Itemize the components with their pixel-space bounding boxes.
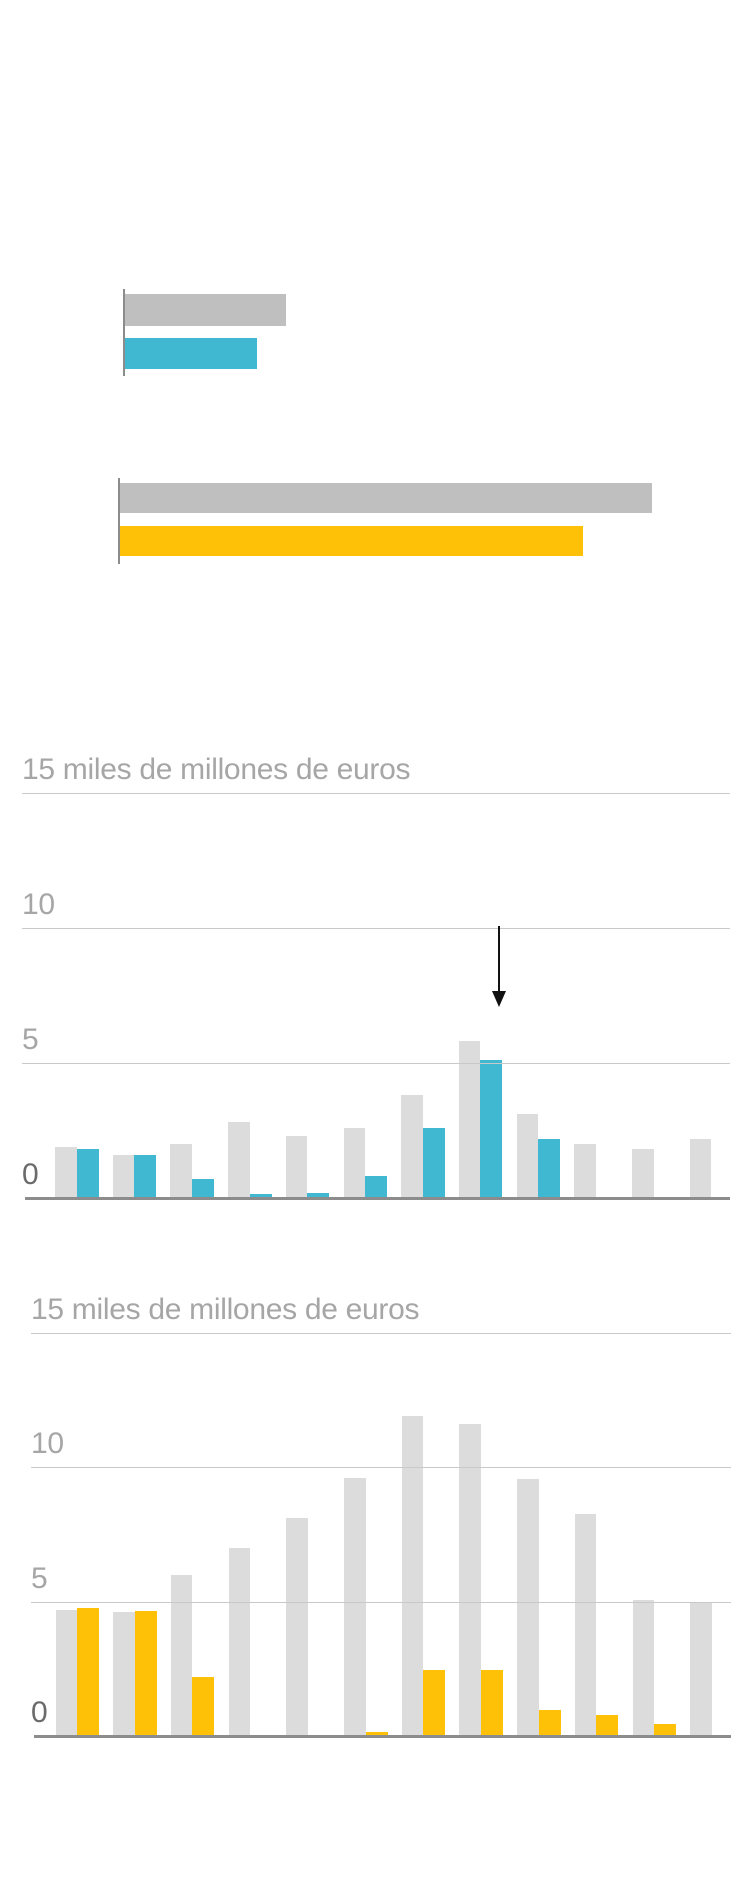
y-axis-title-and-15-tick: 15 miles de millones de euros (31, 1293, 420, 1326)
y-tick-label-5: 5 (22, 1023, 39, 1056)
arrow-down-icon (492, 991, 506, 1007)
x-axis-baseline (25, 1197, 730, 1200)
bar-gris-4 (228, 1547, 251, 1736)
bar-cian-5 (307, 1192, 330, 1198)
bar-cian-8 (480, 1060, 503, 1198)
grid-line-15 (22, 793, 730, 794)
x-axis-baseline (34, 1735, 731, 1738)
bar-gris-2 (112, 1154, 135, 1198)
bar-amarillo-3 (192, 1676, 215, 1736)
bar-amarillo (119, 526, 583, 556)
bar-gris-7 (401, 1415, 424, 1736)
bar-cian-9 (538, 1138, 561, 1198)
bar-gris-3 (170, 1574, 193, 1736)
bar-gris-3 (170, 1144, 192, 1198)
y-tick-label-5: 5 (31, 1561, 48, 1595)
bar-amarillo-6 (365, 1732, 388, 1736)
bar-cian-3 (191, 1179, 214, 1198)
bar-gris-1 (55, 1609, 77, 1736)
bar-gris-9 (516, 1114, 539, 1198)
grid-line-15 (31, 1332, 731, 1334)
grid-line-5 (31, 1601, 731, 1603)
bar-amarillo-2 (134, 1610, 157, 1736)
grid-line-5 (22, 1063, 730, 1064)
bar-gris-9 (517, 1479, 539, 1736)
bar-gris-7 (401, 1095, 423, 1198)
bar-gris-5 (286, 1518, 308, 1736)
bar-gris-6 (344, 1477, 366, 1736)
bar-amarillo-7 (423, 1670, 446, 1736)
axis-tick-line (117, 478, 120, 564)
bar-amarillo-11 (654, 1723, 676, 1736)
bar-gris (124, 294, 286, 326)
y-axis-title-and-15-tick: 15 miles de millones de euros (22, 753, 411, 786)
bar-gris-10 (574, 1144, 596, 1198)
bar-cian-6 (365, 1176, 387, 1198)
arrow-annotation-line (498, 926, 500, 992)
bar-gris-6 (343, 1127, 365, 1198)
bar-gris-12 (689, 1138, 712, 1198)
bar-gris-11 (632, 1149, 654, 1198)
bar-gris-10 (574, 1514, 597, 1736)
bar-gris-12 (690, 1602, 712, 1736)
bar-amarillo-8 (480, 1670, 503, 1736)
bar-cian (124, 338, 257, 369)
bar-cian-2 (134, 1154, 157, 1198)
bar-gris-5 (285, 1135, 308, 1198)
y-tick-label-10: 10 (22, 888, 55, 921)
bar-gris-8 (459, 1424, 481, 1736)
bar-amarillo-9 (538, 1710, 561, 1736)
bar-amarillo-1 (77, 1608, 99, 1736)
bar-cian-1 (76, 1149, 99, 1198)
axis-tick-line (122, 289, 125, 376)
bar-gris-1 (55, 1146, 77, 1198)
grid-line-10 (22, 928, 730, 929)
bar-gris (119, 483, 652, 513)
bar-gris-2 (113, 1612, 135, 1736)
bar-gris-11 (632, 1600, 654, 1736)
bar-cian-7 (422, 1127, 445, 1198)
bar-amarillo-10 (596, 1714, 619, 1736)
bar-cian-4 (249, 1194, 272, 1198)
grid-line-10 (31, 1467, 731, 1468)
bar-gris-8 (458, 1041, 481, 1198)
y-tick-label-10: 10 (31, 1427, 64, 1460)
y-tick-label-0: 0 (31, 1696, 48, 1729)
bar-gris-4 (228, 1122, 250, 1198)
y-tick-label-0: 0 (22, 1158, 39, 1191)
